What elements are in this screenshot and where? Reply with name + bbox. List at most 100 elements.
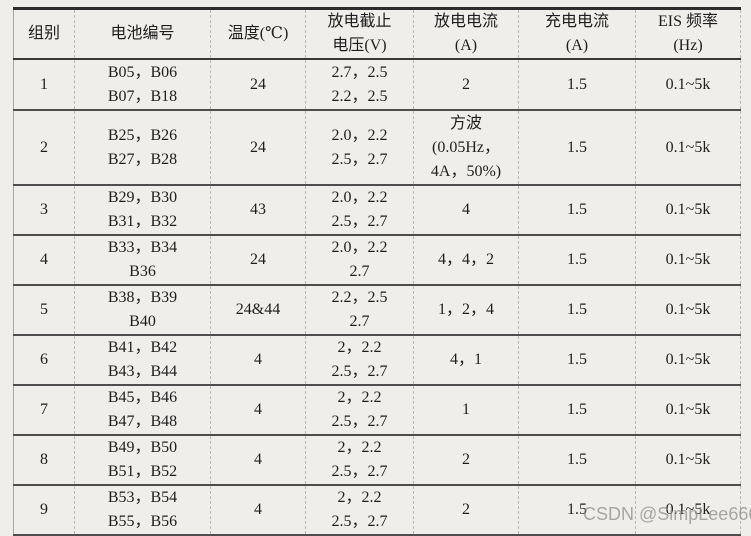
voltage-line: 2.2，2.5 [331,87,388,105]
voltage-line: 2.7 [349,263,370,280]
cell-charge-current: 1.5 [518,435,636,486]
voltage-line: 2.7 [349,313,370,330]
voltage-line: 2，2.2 [337,439,382,456]
discharge-line: 4，4，2 [437,251,494,268]
cell-cutoff-voltage: 2.2，2.5 2.7 [305,285,414,336]
header-eis-frequency: EIS 频率 (Hz) [635,8,741,60]
discharge-line: 4A，50%) [430,162,502,180]
voltage-line: 2.0，2.2 [331,239,388,256]
cell-group-number: 2 [13,110,75,186]
header-line: (A) [565,37,589,54]
cell-cutoff-voltage: 2.0，2.2 2.5，2.7 [305,185,414,236]
cell-battery-ids: B05，B06 B07，B18 [74,59,211,111]
cell-battery-ids: B45，B46 B47，B48 [74,385,211,436]
battery-ids-line: B51，B52 [107,463,178,480]
header-charge-current: 充电电流 (A) [518,8,636,60]
cell-group-number: 3 [13,185,75,236]
cell-temperature: 24 [210,235,306,286]
voltage-line: 2.2，2.5 [331,289,388,306]
voltage-line: 2，2.2 [337,389,382,406]
cell-group-number: 6 [13,335,75,386]
battery-ids-line: B49，B50 [107,439,178,456]
cell-temperature: 24 [210,110,306,186]
battery-ids-line: B27，B28 [107,150,178,168]
header-line: 电池编号 [110,25,175,42]
header-line: 放电电流 [433,13,498,30]
header-group: 组别 [13,8,75,60]
cell-cutoff-voltage: 2，2.2 2.5，2.7 [305,335,414,386]
cell-temperature: 4 [210,485,306,536]
discharge-line: 2 [462,75,470,93]
voltage-line: 2，2.2 [337,489,382,506]
discharge-line: (0.05Hz， [432,138,500,156]
battery-ids-line: B33，B34 [107,239,178,256]
battery-ids-line: B36 [129,263,156,280]
header-line: 电压(V) [332,37,387,54]
battery-ids-line: B47，B48 [107,413,178,430]
header-line: EIS 频率 [657,13,718,30]
cell-group-number: 1 [13,59,75,111]
cell-discharge-current: 1 [413,385,519,436]
discharge-line: 1 [462,401,470,418]
header-discharge-current: 放电电流 (A) [413,8,519,60]
battery-ids-line: B55，B56 [107,513,178,530]
battery-ids-line: B53，B54 [107,489,178,506]
voltage-line: 2，2.2 [337,339,382,356]
cell-discharge-current: 2 [413,59,519,111]
header-line: (A) [454,37,478,54]
cell-temperature: 4 [210,335,306,386]
battery-ids-line: B43，B44 [107,363,178,380]
cell-charge-current: 1.5 [518,235,636,286]
discharge-line: 方波 [449,114,482,132]
battery-test-spec-table: 组别 电池编号 温度(℃) 放电截止 电压(V) 放电电流 (A) 充电电流 (… [13,7,741,536]
cell-charge-current: 1.5 [518,385,636,436]
table-row: 1 B05，B06 B07，B18 24 2.7，2.5 2.2，2.5 2 1… [13,59,741,111]
cell-cutoff-voltage: 2，2.2 2.5，2.7 [305,485,414,536]
voltage-line: 2.5，2.7 [331,213,388,230]
header-line: 充电电流 [544,13,609,30]
cell-charge-current: 1.5 [518,110,636,186]
voltage-line: 2.5，2.7 [331,463,388,480]
cell-temperature: 4 [210,435,306,486]
cell-eis-frequency: 0.1~5k [635,335,741,386]
discharge-line: 2 [462,451,470,468]
cell-temperature: 4 [210,385,306,436]
table-row: 7 B45，B46 B47，B48 4 2，2.2 2.5，2.7 1 1.5 … [13,385,741,436]
battery-ids-line: B05，B06 [107,63,178,81]
cell-group-number: 9 [13,485,75,536]
cell-eis-frequency: 0.1~5k [635,385,741,436]
discharge-line: 1，2，4 [437,301,494,318]
cell-temperature: 24 [210,59,306,111]
header-line: 温度(℃) [227,25,289,42]
cell-discharge-current: 4，4，2 [413,235,519,286]
cell-cutoff-voltage: 2，2.2 2.5，2.7 [305,435,414,486]
cell-eis-frequency: 0.1~5k [635,59,741,111]
cell-charge-current: 1.5 [518,335,636,386]
cell-charge-current: 1.5 [518,185,636,236]
cell-temperature: 24&44 [210,285,306,336]
cell-charge-current: 1.5 [518,485,636,536]
voltage-line: 2.5，2.7 [331,363,388,380]
cell-eis-frequency: 0.1~5k [635,435,741,486]
table-row: 8 B49，B50 B51，B52 4 2，2.2 2.5，2.7 2 1.5 … [13,435,741,486]
table-row: 2 B25，B26 B27，B28 24 2.0，2.2 2.5，2.7 方波 … [13,110,741,186]
cell-group-number: 5 [13,285,75,336]
discharge-line: 2 [462,501,470,518]
discharge-line: 4 [462,201,470,218]
cell-battery-ids: B29，B30 B31，B32 [74,185,211,236]
header-battery-ids: 电池编号 [74,8,211,60]
header-cutoff-voltage: 放电截止 电压(V) [305,8,414,60]
battery-ids-line: B29，B30 [107,189,178,206]
cell-eis-frequency: 0.1~5k [635,235,741,286]
discharge-line: 4，1 [449,351,482,368]
table-row: 4 B33，B34 B36 24 2.0，2.2 2.7 4，4，2 1.5 0… [13,235,741,286]
table-row: 3 B29，B30 B31，B32 43 2.0，2.2 2.5，2.7 4 1… [13,185,741,236]
table-row: 9 B53，B54 B55，B56 4 2，2.2 2.5，2.7 2 1.5 … [13,485,741,536]
cell-battery-ids: B33，B34 B36 [74,235,211,286]
battery-ids-line: B25，B26 [107,126,178,144]
header-line: 组别 [27,25,60,42]
voltage-line: 2.5，2.7 [331,513,388,530]
voltage-line: 2.5，2.7 [331,413,388,430]
battery-ids-line: B40 [129,313,156,330]
voltage-line: 2.5，2.7 [331,150,388,168]
